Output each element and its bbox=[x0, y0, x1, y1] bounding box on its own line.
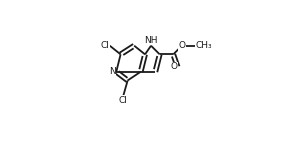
Text: O: O bbox=[179, 41, 185, 50]
Text: NH: NH bbox=[144, 36, 158, 45]
Text: O: O bbox=[170, 62, 177, 71]
Text: Cl: Cl bbox=[100, 41, 109, 50]
Text: CH₃: CH₃ bbox=[196, 41, 212, 50]
Text: N: N bbox=[109, 67, 116, 76]
Text: Cl: Cl bbox=[119, 96, 128, 105]
